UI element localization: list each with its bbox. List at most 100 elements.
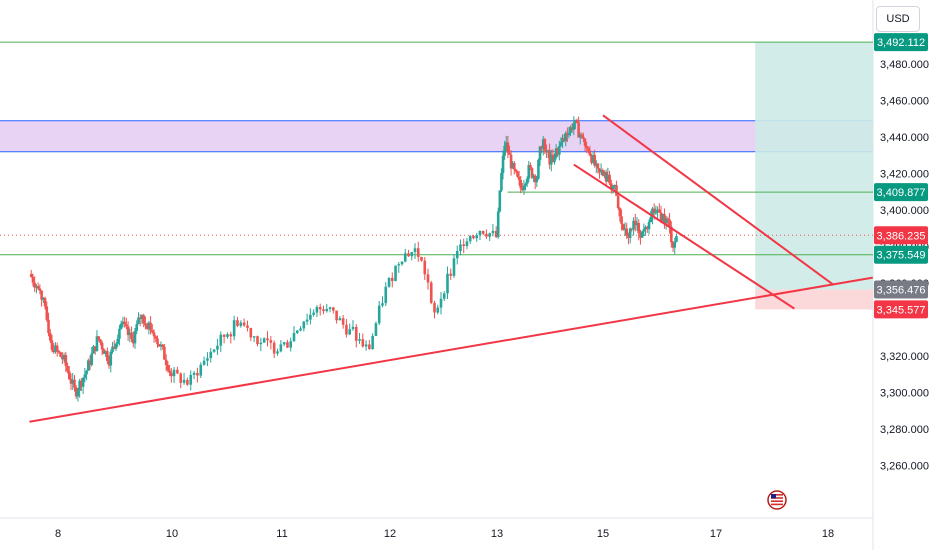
candle-body bbox=[553, 157, 556, 163]
candle-body bbox=[556, 148, 560, 155]
price-badge-box bbox=[874, 245, 928, 264]
candle-body bbox=[262, 338, 266, 343]
candle-body bbox=[530, 168, 534, 178]
candle-body bbox=[651, 208, 654, 218]
candle-body bbox=[131, 338, 135, 344]
candle-body bbox=[325, 308, 329, 312]
candle-body bbox=[252, 336, 256, 338]
candle-body bbox=[374, 323, 378, 336]
candle-body bbox=[315, 306, 319, 313]
candle-body bbox=[503, 145, 506, 156]
candle-body bbox=[286, 342, 289, 348]
candle-body bbox=[59, 352, 62, 357]
candle-body bbox=[514, 169, 518, 172]
candle-body bbox=[83, 374, 87, 378]
candle-body bbox=[121, 321, 125, 324]
candle-body bbox=[519, 179, 523, 189]
candle-body bbox=[67, 371, 71, 380]
candle-body bbox=[338, 318, 342, 321]
candle-body bbox=[535, 178, 539, 183]
candle-body bbox=[564, 133, 568, 142]
candle-body bbox=[591, 155, 595, 163]
candle-body bbox=[616, 195, 620, 209]
flag-canton bbox=[771, 494, 776, 499]
price-badge: 3,492.112 bbox=[874, 33, 928, 52]
candle-body bbox=[549, 154, 553, 165]
candle-body bbox=[152, 332, 156, 337]
candle-body bbox=[585, 145, 588, 149]
candle-body bbox=[381, 303, 384, 306]
candle-body bbox=[639, 233, 642, 238]
candle-body bbox=[623, 228, 627, 230]
candle-body bbox=[269, 340, 273, 343]
candle-body bbox=[472, 236, 475, 239]
candle-body bbox=[522, 185, 526, 191]
candle-body bbox=[309, 314, 312, 320]
candle-body bbox=[609, 183, 613, 189]
candle-body bbox=[577, 122, 580, 138]
candle-body bbox=[593, 155, 597, 166]
candle-body bbox=[361, 339, 365, 347]
candle-body bbox=[199, 364, 203, 376]
candle-body bbox=[524, 183, 527, 186]
candle-body bbox=[66, 365, 69, 372]
candle-body bbox=[168, 370, 171, 373]
candle-body bbox=[506, 142, 510, 153]
candle-body bbox=[55, 345, 59, 352]
candle-body bbox=[452, 258, 456, 276]
candle-body bbox=[508, 152, 511, 155]
candle-body bbox=[48, 333, 52, 341]
y-tick-label: 3,460.000 bbox=[880, 96, 929, 108]
candle-body bbox=[43, 297, 47, 307]
candle-body bbox=[179, 373, 183, 383]
candle-body bbox=[652, 208, 656, 214]
y-tick-label: 3,260.000 bbox=[880, 461, 929, 473]
currency-button[interactable]: USD bbox=[876, 6, 920, 32]
candle-body bbox=[566, 133, 569, 136]
candle-body bbox=[387, 277, 391, 287]
trendline-1 bbox=[573, 163, 795, 310]
candle-body bbox=[259, 342, 263, 345]
candle-body bbox=[465, 241, 469, 247]
candle-body bbox=[537, 159, 540, 179]
candle-body bbox=[582, 136, 585, 139]
resistance-zone bbox=[0, 120, 873, 152]
candle-body bbox=[446, 273, 449, 294]
candle-body bbox=[377, 305, 381, 324]
candle-body bbox=[622, 224, 625, 230]
candle-body bbox=[410, 252, 414, 257]
candle-body bbox=[628, 228, 632, 238]
candle-body bbox=[52, 349, 56, 353]
candle-body bbox=[341, 318, 345, 325]
candle-body bbox=[416, 248, 420, 257]
y-tick-label: 3,400.000 bbox=[880, 205, 929, 217]
price-badge: 3,409.877 bbox=[874, 183, 928, 202]
flag-stripe bbox=[771, 500, 783, 502]
candle-body bbox=[551, 154, 555, 163]
candle-body bbox=[596, 163, 600, 169]
candle-body bbox=[501, 155, 505, 174]
candle-body bbox=[588, 150, 592, 156]
candle-body bbox=[62, 355, 66, 360]
candle-body bbox=[601, 170, 605, 176]
flag-stripe bbox=[771, 497, 783, 499]
candle-body bbox=[93, 346, 97, 351]
candle-body bbox=[78, 380, 81, 391]
candle-body bbox=[543, 139, 547, 151]
candle-body bbox=[517, 176, 521, 180]
candle-body bbox=[209, 351, 213, 359]
us-flag-event-icon[interactable] bbox=[767, 490, 787, 510]
candle-body bbox=[272, 342, 276, 354]
candle-body bbox=[664, 218, 668, 224]
candles bbox=[29, 116, 678, 402]
candle-body bbox=[574, 119, 577, 124]
candle-body bbox=[500, 173, 503, 191]
x-tick-label: 18 bbox=[822, 528, 834, 540]
price-badge-label: 3,345.577 bbox=[877, 304, 926, 316]
candle-body bbox=[548, 150, 551, 165]
candle-body bbox=[394, 265, 397, 282]
candle-body bbox=[118, 328, 121, 339]
candle-body bbox=[100, 342, 104, 350]
